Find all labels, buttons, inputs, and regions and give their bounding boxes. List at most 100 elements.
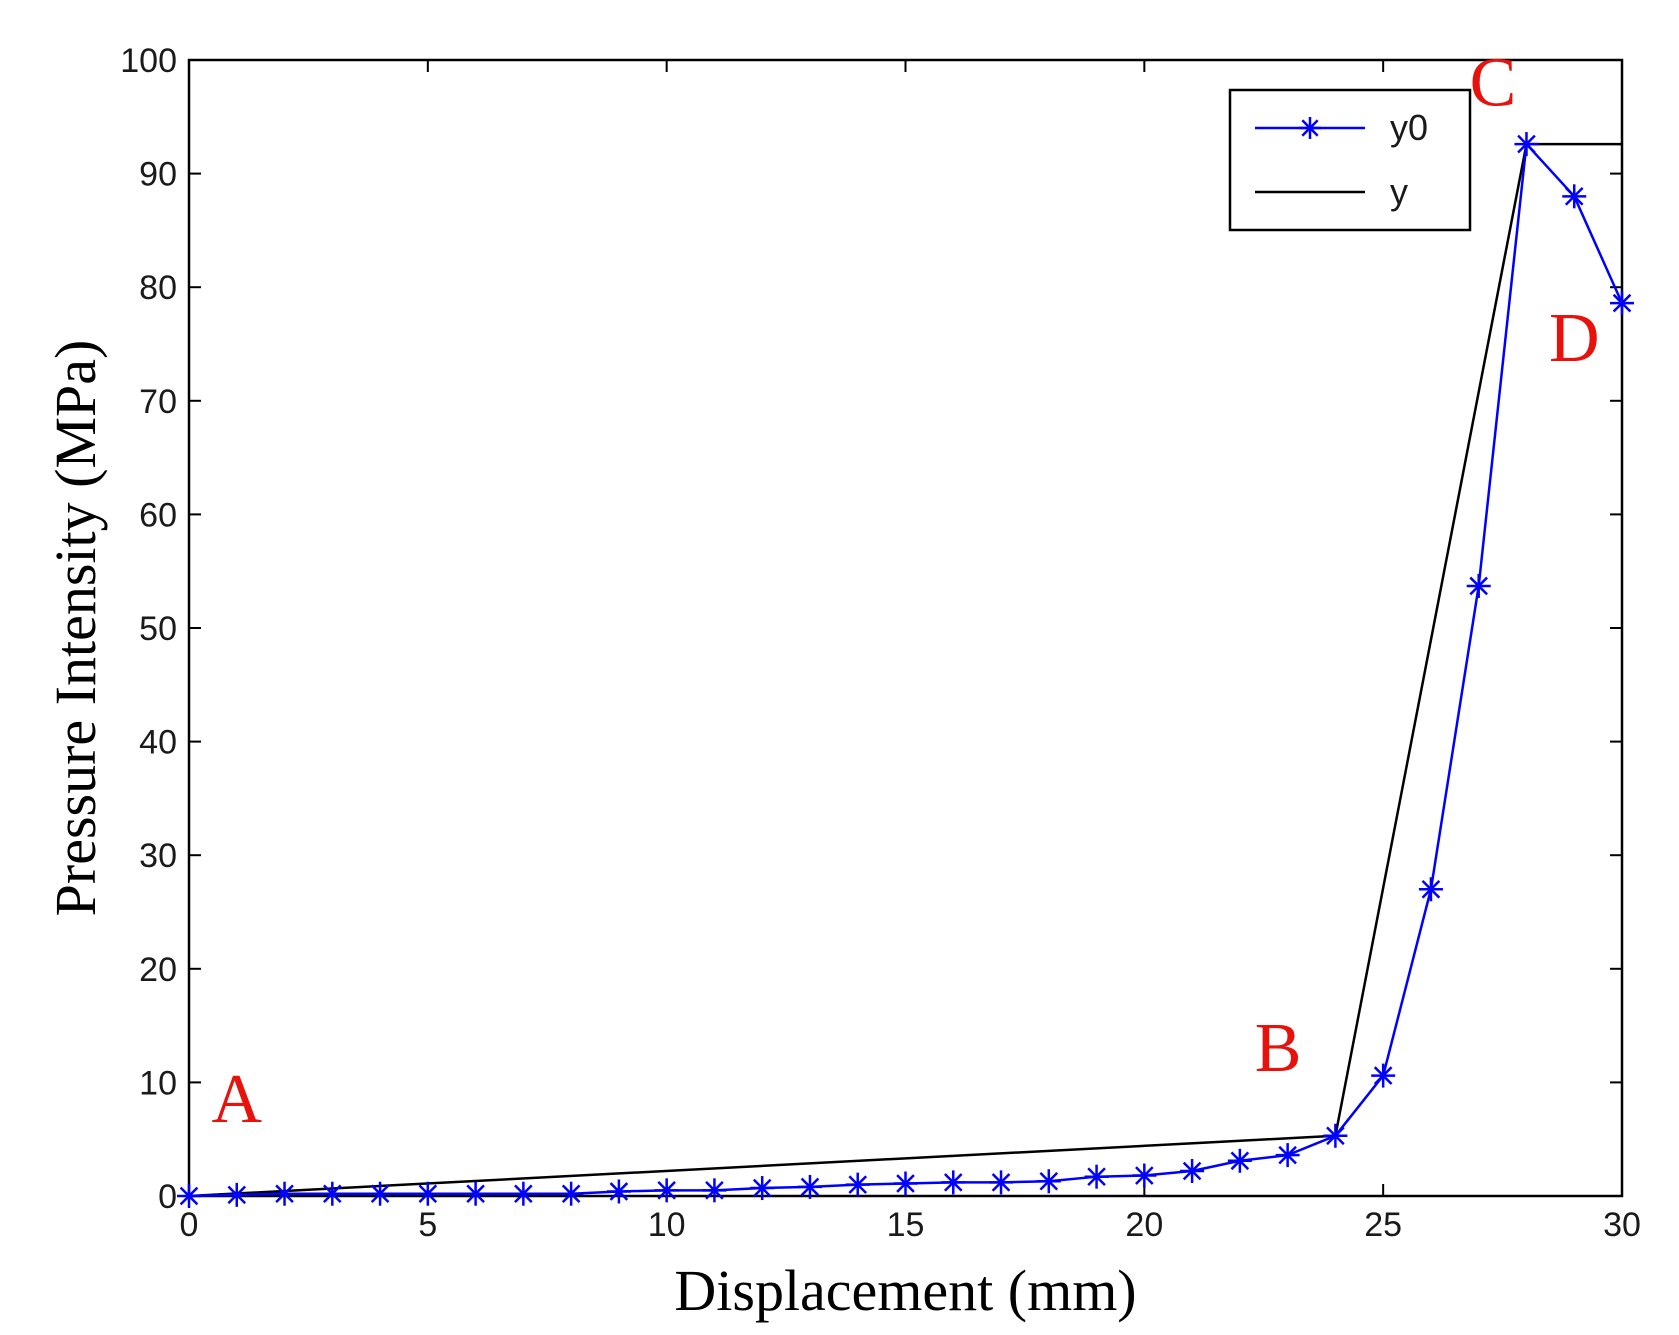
data-point-y0 [272,1181,297,1206]
x-tick-label: 30 [1603,1206,1641,1244]
marker-stroke [1517,134,1536,154]
data-point-y0 [415,1181,440,1206]
x-tick-label: 25 [1364,1206,1402,1244]
y-tick-label: 40 [139,724,177,762]
data-point-y0 [1180,1159,1205,1184]
data-point-y0 [654,1178,679,1203]
legend-label-y0: y0 [1390,107,1428,148]
data-point-y0 [320,1181,345,1206]
data-point-y0 [1275,1143,1300,1168]
marker-stroke [800,1177,820,1197]
data-point-y0 [1610,291,1634,316]
data-point-y0 [845,1172,870,1197]
data-point-y0 [1466,573,1491,598]
marker-stroke [752,1178,772,1198]
y-tick-label: 50 [139,610,177,648]
marker-stroke [1564,187,1584,206]
data-point-y0 [797,1174,822,1199]
x-axis-title: Displacement (mm) [674,1258,1136,1323]
data-point-y0 [224,1182,249,1207]
data-point-y0 [750,1176,775,1201]
y-tick-label: 100 [120,42,177,80]
series-y [188,142,1622,1198]
marker-stroke [561,1184,581,1204]
y-tick-label: 80 [139,269,177,307]
data-point-y0 [1132,1163,1157,1188]
marker-stroke [991,1173,1011,1192]
data-point-y0 [1227,1148,1252,1173]
y-tick-label: 90 [139,156,177,194]
legend-marker-y0 [1299,117,1321,139]
data-point-y0 [702,1178,727,1203]
annotation-label-c: C [1470,44,1517,121]
data-point-y0 [1323,1123,1348,1148]
y-tick-label: 10 [139,1064,177,1102]
marker-stroke [514,1184,533,1204]
point-annotations: A B C D [211,44,1599,1138]
data-point-y0 [893,1171,918,1196]
marker-stroke [227,1185,247,1205]
marker-stroke [418,1184,438,1204]
legend: y0 y [1228,88,1472,232]
annotation-label-a: A [211,1061,262,1138]
data-point-y0 [1514,132,1539,157]
marker-stroke [1469,576,1488,596]
data-point-y0 [177,1184,201,1208]
marker-stroke [370,1184,390,1204]
marker-stroke [466,1184,485,1204]
marker-stroke [1301,119,1319,137]
marker-stroke [1230,1151,1250,1171]
x-tick-label: 10 [648,1206,686,1244]
data-point-y0 [989,1170,1014,1195]
axis-tick-labels: 0 5 10 15 20 25 30 0 10 20 30 40 50 60 70 80 90 100 [120,42,1641,1244]
marker-stroke [1421,879,1441,899]
y-tick-label: 20 [139,951,177,989]
data-point-y0 [1562,184,1587,209]
marker-stroke [705,1181,724,1200]
marker-stroke [1135,1166,1154,1185]
data-point-y0 [1036,1169,1061,1194]
marker-stroke [1039,1171,1059,1191]
y-tick-label: 30 [139,837,177,875]
data-point-y0 [511,1181,536,1206]
marker-stroke [275,1184,294,1204]
x-tick-label: 5 [418,1206,437,1244]
marker-stroke [848,1175,868,1194]
y-tick-label: 70 [139,383,177,421]
x-tick-label: 20 [1125,1206,1163,1244]
data-point-y0 [606,1179,631,1204]
x-tick-label: 0 [180,1206,199,1244]
marker-stroke [1182,1161,1202,1181]
marker-stroke [1278,1145,1297,1165]
marker-stroke [323,1184,342,1204]
legend-label-y: y [1390,171,1408,212]
legend-box [1228,88,1472,232]
marker-stroke [1326,1126,1345,1146]
annotation-label-b: B [1255,1010,1302,1087]
y-tick-label: 60 [139,496,177,534]
marker-stroke [896,1174,915,1193]
marker-stroke [1087,1167,1106,1186]
marker-stroke [943,1173,963,1192]
annotation-label-d: D [1549,300,1600,377]
data-point-y0 [1371,1063,1396,1088]
marker-stroke [179,1186,199,1206]
marker-stroke [609,1182,629,1201]
y-tick-label: 0 [158,1178,177,1216]
legend-items: y0 y [1255,107,1428,212]
plot-area [187,58,1624,1198]
data-point-y0 [941,1170,966,1195]
data-point-y0 [1418,877,1443,902]
marker-stroke [1612,293,1632,313]
data-point-y0 [463,1181,488,1206]
legend-item-y0: y0 [1255,107,1428,148]
legend-item-y: y [1255,171,1408,212]
marker-stroke [1373,1066,1393,1085]
y-axis-title: Pressure Intensity (MPa) [43,340,108,917]
series-layer [177,132,1634,1208]
x-tick-label: 15 [887,1206,925,1244]
data-point-y0 [1084,1164,1109,1189]
marker-stroke [657,1181,676,1200]
series-y0 [177,132,1634,1208]
